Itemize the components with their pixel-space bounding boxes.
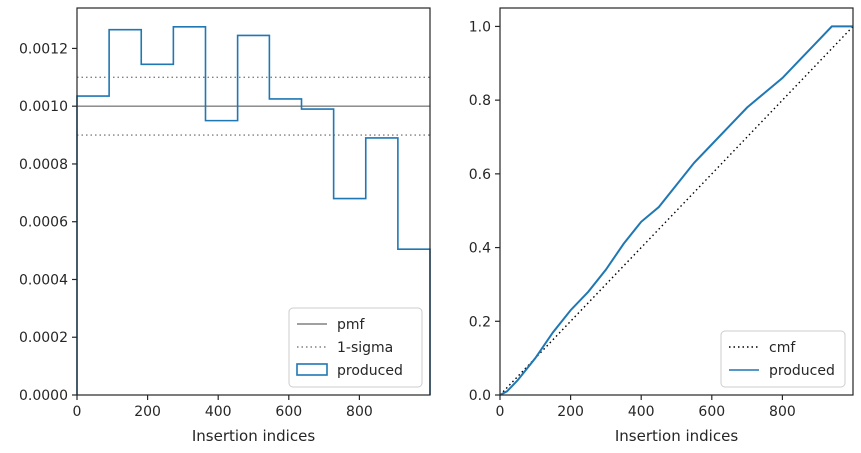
y-tick-label: 0.0008 [19, 157, 68, 173]
legend-box [720, 330, 846, 388]
y-tick-label: 0.0000 [19, 388, 68, 404]
legend-label-cmf: cmf [769, 340, 796, 356]
histogram-panel: 0 200 400 600 800 0.0000 0.0002 0.0004 0.0006 0.0… [19, 7, 431, 445]
x-tick-label: 600 [275, 404, 302, 420]
x-tick-label: 600 [698, 404, 725, 420]
x-tick-label: 400 [205, 404, 232, 420]
x-tick-label: 0 [496, 404, 505, 420]
legend-label-pmf: pmf [337, 317, 366, 333]
y-tick-label: 0.0010 [19, 99, 68, 115]
y-tick-label: 0.0 [469, 388, 491, 404]
y-tick-label: 0.0012 [19, 41, 68, 57]
series-produced-step [76, 25, 431, 395]
legend-swatch-produced [296, 363, 328, 376]
series-produced-line [499, 25, 853, 396]
plot-frame [499, 7, 854, 396]
legend: pmf 1-sigma produced [288, 307, 423, 388]
plot-frame [76, 7, 431, 396]
x-tick-label: 400 [628, 404, 655, 420]
x-axis-label: Insertion indices [192, 427, 315, 445]
y-tick-label: 1.0 [469, 19, 491, 35]
legend: cmf produced [720, 330, 846, 388]
x-tick-label: 200 [134, 404, 161, 420]
x-tick-label: 200 [557, 404, 584, 420]
legend-label-1-sigma: 1-sigma [337, 340, 393, 356]
y-tick-label: 0.0006 [19, 215, 68, 231]
legend-box [288, 307, 423, 388]
x-tick-label: 800 [769, 404, 796, 420]
y-tick-label: 0.0004 [19, 272, 68, 288]
legend-label-produced: produced [769, 363, 835, 379]
y-tick-label: 0.8 [469, 93, 491, 109]
y-tick-label: 0.6 [469, 167, 491, 183]
cumulative-panel: 0 200 400 600 800 0.0 0.2 0.4 0.6 0.8 1.0 Insertion… [469, 7, 854, 445]
x-tick-label: 800 [346, 404, 373, 420]
x-tick-label: 0 [73, 404, 82, 420]
y-tick-label: 0.4 [469, 241, 491, 257]
x-axis-label: Insertion indices [615, 427, 738, 445]
legend-label-produced: produced [337, 363, 403, 379]
y-tick-label: 0.0002 [19, 330, 68, 346]
y-tick-label: 0.2 [469, 314, 491, 330]
